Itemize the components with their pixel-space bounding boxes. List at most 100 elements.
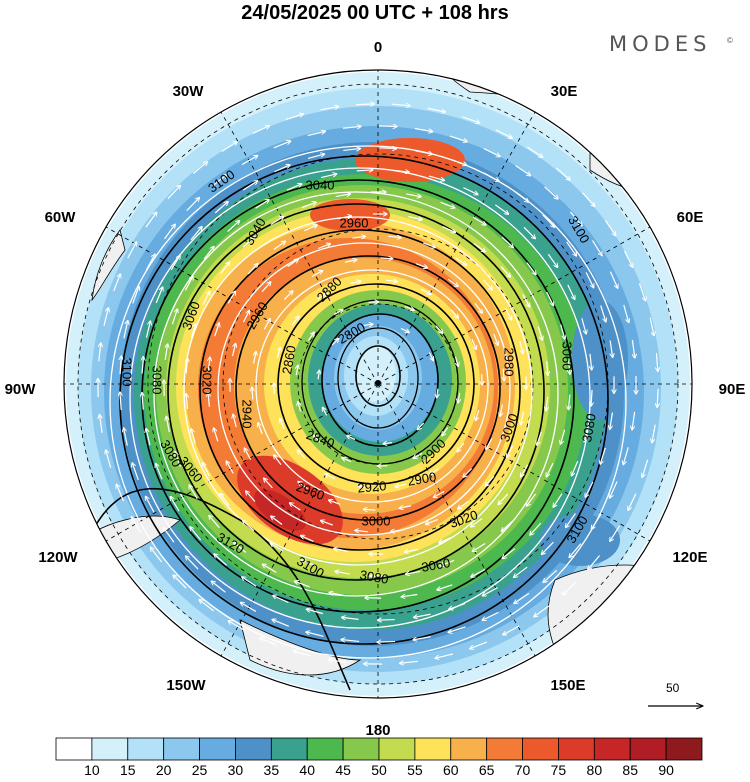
wind-arrow bbox=[220, 494, 230, 506]
wind-arrow bbox=[164, 225, 174, 240]
wind-arrow bbox=[226, 461, 234, 474]
wind-arrow bbox=[609, 340, 613, 357]
longitude-label: 30W bbox=[173, 83, 205, 100]
wind-arrow bbox=[386, 280, 397, 281]
wind-arrow bbox=[171, 497, 180, 512]
contour-label: 2900 bbox=[406, 469, 437, 489]
wind-arrow bbox=[380, 258, 393, 259]
colorbar: 10 15 20 25 30 35 40 45 50 55 60 65 70 75 80 85 90 bbox=[55, 737, 703, 778]
wind-arrow bbox=[356, 170, 373, 171]
wind-arrow bbox=[212, 581, 226, 593]
wind-arrow bbox=[273, 596, 289, 604]
wind-arrow bbox=[263, 564, 277, 573]
wind-arrow bbox=[291, 316, 299, 326]
wind-arrow bbox=[191, 429, 196, 444]
wind-arrow bbox=[317, 293, 327, 300]
wind-arrow bbox=[307, 154, 324, 160]
wind-arrow bbox=[296, 365, 298, 376]
wind-arrow bbox=[455, 356, 458, 366]
wind-arrow bbox=[623, 447, 629, 464]
wind-arrow bbox=[209, 516, 220, 529]
colorbar-tick-label: 30 bbox=[228, 762, 244, 778]
wind-arrow bbox=[173, 575, 187, 589]
wind-arrow bbox=[553, 493, 563, 507]
wind-arrow bbox=[219, 262, 229, 275]
wind-arrow bbox=[393, 170, 409, 172]
wind-arrow bbox=[255, 200, 269, 209]
wind-arrow bbox=[192, 162, 207, 174]
wind-arrow bbox=[355, 104, 374, 105]
wind-arrow bbox=[155, 287, 162, 304]
wind-arrow bbox=[547, 253, 557, 267]
wind-arrow bbox=[274, 455, 282, 465]
longitude-label: 60E bbox=[677, 209, 704, 226]
wind-arrow bbox=[400, 327, 409, 332]
wind-arrow bbox=[378, 466, 388, 467]
colorbar-swatch bbox=[593, 737, 631, 761]
wind-arrow bbox=[117, 485, 125, 502]
colorbar-swatch bbox=[378, 737, 416, 761]
wind-arrow bbox=[638, 283, 645, 300]
colorbar-tick-label: 45 bbox=[335, 762, 351, 778]
wind-arrow bbox=[527, 146, 542, 157]
wind-arrow bbox=[186, 359, 187, 374]
colorbar-tick-label: 25 bbox=[192, 762, 208, 778]
wind-arrow bbox=[264, 478, 273, 489]
wind-arrow bbox=[437, 388, 438, 398]
wind-arrow bbox=[242, 577, 257, 587]
colorbar-tick-label: 20 bbox=[156, 762, 172, 778]
wind-arrow bbox=[123, 321, 128, 339]
wind-arrow bbox=[329, 500, 341, 505]
wind-arrow bbox=[342, 617, 359, 619]
wind-arrow bbox=[455, 257, 467, 265]
wind-arrow bbox=[415, 150, 431, 154]
wind-arrow bbox=[450, 309, 458, 318]
wind-arrow bbox=[247, 264, 257, 275]
brand-logo: MODES bbox=[609, 32, 712, 56]
wind-arrow bbox=[388, 236, 401, 237]
wind-arrow bbox=[418, 422, 425, 429]
colorbar-swatch bbox=[235, 737, 272, 761]
wind-arrow bbox=[463, 187, 477, 195]
brand-copyright-mark: © bbox=[727, 36, 733, 45]
wind-arrow bbox=[537, 326, 542, 340]
colorbar-swatch bbox=[270, 737, 308, 761]
wind-arrow bbox=[120, 392, 121, 411]
wind-arrow bbox=[298, 482, 308, 490]
wind-arrow bbox=[231, 344, 236, 357]
colorbar-swatch bbox=[55, 737, 93, 761]
wind-arrow bbox=[442, 226, 455, 233]
contour-line bbox=[109, 145, 627, 659]
longitude-label: 60W bbox=[45, 209, 77, 226]
contour-line bbox=[321, 313, 439, 447]
wind-arrow bbox=[649, 317, 654, 336]
wind-arrow bbox=[610, 525, 621, 541]
wind-arrow bbox=[254, 352, 256, 364]
wind-arrow bbox=[241, 156, 257, 166]
wind-arrow bbox=[276, 348, 280, 359]
wind-arrow bbox=[214, 554, 228, 566]
colorbar-swatch bbox=[342, 737, 380, 761]
wind-arrow bbox=[448, 278, 457, 286]
wind-arrow bbox=[566, 513, 576, 528]
wind-arrow bbox=[280, 419, 285, 430]
wind-arrow bbox=[261, 282, 270, 293]
wind-arrow bbox=[585, 481, 594, 497]
wind-arrow bbox=[142, 357, 143, 374]
wind-arrow bbox=[402, 595, 418, 597]
wind-arrow bbox=[151, 548, 163, 563]
contour-label: 3060 bbox=[560, 342, 575, 371]
wind-arrow bbox=[186, 556, 199, 570]
wind-arrow bbox=[103, 308, 108, 326]
wind-arrow bbox=[515, 165, 531, 176]
wind-arrow bbox=[273, 241, 285, 250]
wind-arrow bbox=[473, 242, 485, 251]
wind-arrow bbox=[328, 660, 347, 663]
wind-arrow bbox=[333, 310, 343, 316]
wind-arrow bbox=[507, 445, 514, 457]
wind-arrow bbox=[474, 303, 482, 312]
wind-arrow bbox=[334, 548, 348, 552]
wind-arrow bbox=[442, 427, 449, 435]
wind-arrow bbox=[234, 542, 247, 553]
wind-arrow bbox=[482, 611, 499, 620]
